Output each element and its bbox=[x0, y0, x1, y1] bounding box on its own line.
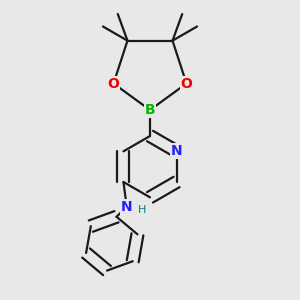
Text: O: O bbox=[108, 76, 119, 91]
Text: N: N bbox=[171, 144, 182, 158]
Text: N: N bbox=[121, 200, 133, 214]
Text: H: H bbox=[138, 205, 146, 215]
Text: O: O bbox=[181, 76, 192, 91]
Text: B: B bbox=[145, 103, 155, 117]
